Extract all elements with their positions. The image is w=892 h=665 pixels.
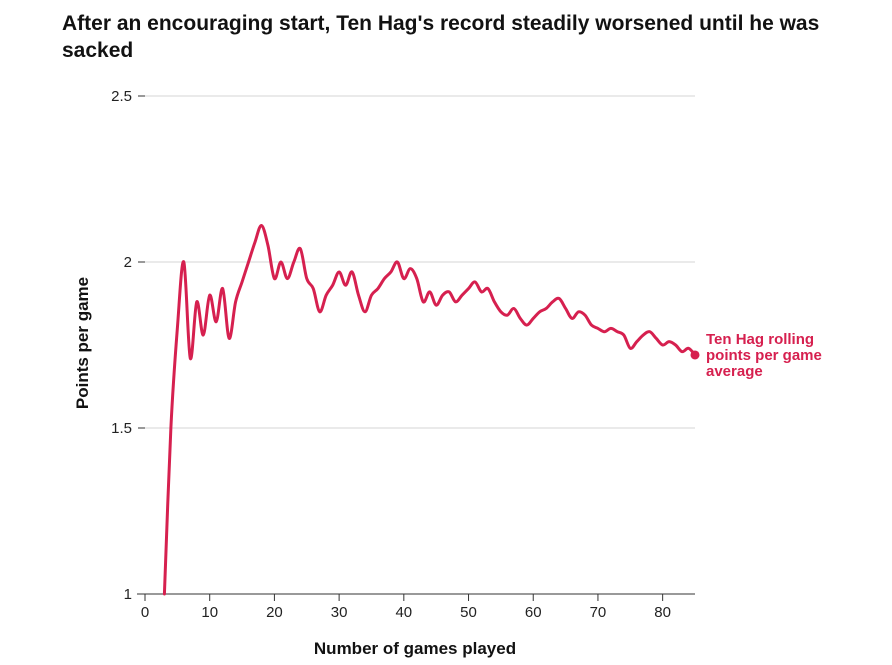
axes: 1 1.5 2 2.5 0 10 20 30 40 50 60 70 80	[111, 88, 695, 621]
y-tick-label: 1.5	[111, 420, 132, 437]
y-tick-label: 1	[124, 586, 132, 603]
x-tick-label: 80	[654, 604, 671, 621]
x-tick-label: 10	[201, 604, 218, 621]
labels: Number of games played Points per game Ten…	[73, 277, 822, 658]
y-tick-label: 2.5	[111, 88, 132, 105]
x-axis-title: Number of games played	[314, 639, 516, 658]
x-tick-label: 0	[141, 604, 149, 621]
x-tick-label: 70	[590, 604, 607, 621]
series-label: Ten Hag rolling points per game average	[706, 331, 822, 380]
x-tick-label: 20	[266, 604, 283, 621]
chart-title: After an encouraging start, Ten Hag's re…	[62, 12, 820, 62]
series-layer	[162, 223, 700, 596]
x-tick-label: 40	[395, 604, 412, 621]
series-end-point	[690, 350, 700, 360]
x-tick-label: 50	[460, 604, 477, 621]
y-axis-title: Points per game	[73, 277, 92, 409]
x-tick-label: 60	[525, 604, 542, 621]
x-tick-label: 30	[331, 604, 348, 621]
series-line	[162, 223, 697, 596]
gridlines	[145, 95, 695, 429]
y-tick-label: 2	[124, 254, 132, 271]
